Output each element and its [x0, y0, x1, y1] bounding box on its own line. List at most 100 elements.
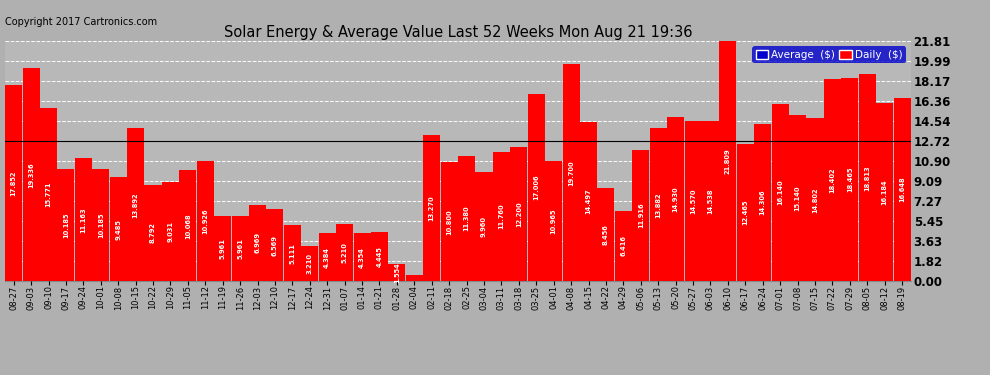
Bar [145, 184, 161, 281]
Bar [528, 94, 545, 281]
Text: 15.771: 15.771 [46, 182, 51, 207]
Text: 5.111: 5.111 [289, 243, 295, 264]
Bar [789, 115, 806, 281]
Text: 10.185: 10.185 [63, 213, 69, 238]
Text: 18.813: 18.813 [864, 165, 870, 190]
Text: 14.570: 14.570 [690, 188, 696, 214]
Text: 9.031: 9.031 [167, 221, 173, 242]
Text: 12.200: 12.200 [516, 201, 522, 227]
Bar [633, 150, 649, 281]
Bar [876, 103, 893, 281]
Text: 8.456: 8.456 [603, 224, 609, 245]
Text: 19.700: 19.700 [568, 160, 574, 186]
Bar [75, 158, 92, 281]
Bar [649, 129, 666, 281]
Bar [353, 233, 370, 281]
Bar [5, 85, 22, 281]
Bar [684, 121, 702, 281]
Text: 19.336: 19.336 [28, 162, 34, 188]
Text: 13.892: 13.892 [133, 192, 139, 217]
Bar [807, 118, 824, 281]
Text: Copyright 2017 Cartronics.com: Copyright 2017 Cartronics.com [5, 17, 157, 27]
Bar [371, 232, 388, 281]
Text: 12.465: 12.465 [742, 200, 748, 225]
Bar [493, 152, 510, 281]
Text: 13.882: 13.882 [655, 192, 661, 217]
Text: 18.465: 18.465 [846, 167, 852, 192]
Text: 18.402: 18.402 [830, 167, 836, 193]
Text: 15.140: 15.140 [795, 185, 801, 211]
Bar [337, 224, 353, 281]
Bar [475, 172, 493, 281]
Bar [545, 160, 562, 281]
Text: 11.760: 11.760 [498, 204, 505, 230]
Bar [615, 211, 632, 281]
Text: 5.961: 5.961 [238, 238, 244, 259]
Bar [284, 225, 301, 281]
Bar [127, 128, 145, 281]
Bar [179, 171, 196, 281]
Text: 16.648: 16.648 [899, 177, 905, 203]
Bar [667, 117, 684, 281]
Text: 11.163: 11.163 [80, 207, 86, 232]
Bar [858, 74, 876, 281]
Bar [720, 41, 737, 281]
Text: 17.852: 17.852 [11, 170, 17, 196]
Bar [92, 169, 109, 281]
Bar [824, 79, 841, 281]
Text: 5.961: 5.961 [220, 238, 226, 259]
Bar [423, 135, 441, 281]
Bar [197, 161, 214, 281]
Bar [597, 188, 615, 281]
Bar [894, 98, 911, 281]
Bar [249, 204, 266, 281]
Text: 10.926: 10.926 [202, 209, 208, 234]
Text: 14.497: 14.497 [585, 189, 592, 214]
Bar [162, 182, 179, 281]
Legend: Average  ($), Daily  ($): Average ($), Daily ($) [752, 46, 906, 63]
Text: 14.802: 14.802 [812, 187, 818, 213]
Bar [441, 162, 457, 281]
Bar [301, 246, 319, 281]
Bar [23, 69, 40, 281]
Bar [57, 169, 74, 281]
Bar [737, 144, 753, 281]
Text: 6.569: 6.569 [272, 235, 278, 255]
Text: 17.006: 17.006 [534, 175, 540, 201]
Bar [40, 108, 57, 281]
Bar [232, 216, 248, 281]
Text: 14.306: 14.306 [759, 190, 765, 215]
Text: 6.416: 6.416 [621, 236, 627, 256]
Bar [580, 122, 597, 281]
Text: 9.485: 9.485 [115, 219, 121, 240]
Text: 11.380: 11.380 [463, 206, 469, 231]
Text: 1.554: 1.554 [394, 262, 400, 283]
Text: 3.210: 3.210 [307, 253, 313, 274]
Text: 10.068: 10.068 [185, 213, 191, 238]
Text: 10.185: 10.185 [98, 213, 104, 238]
Text: 4.384: 4.384 [324, 247, 331, 268]
Text: 4.354: 4.354 [359, 247, 365, 268]
Title: Solar Energy & Average Value Last 52 Weeks Mon Aug 21 19:36: Solar Energy & Average Value Last 52 Wee… [224, 25, 692, 40]
Bar [266, 209, 283, 281]
Text: 10.965: 10.965 [550, 208, 556, 234]
Text: 13.270: 13.270 [429, 195, 435, 221]
Text: 16.184: 16.184 [882, 179, 888, 205]
Text: 11.916: 11.916 [638, 203, 644, 228]
Text: 9.960: 9.960 [481, 216, 487, 237]
Text: 8.792: 8.792 [150, 222, 156, 243]
Bar [771, 104, 789, 281]
Bar [214, 216, 232, 281]
Bar [406, 275, 423, 281]
Bar [319, 233, 336, 281]
Bar [842, 78, 858, 281]
Text: 14.538: 14.538 [708, 189, 714, 214]
Bar [388, 264, 406, 281]
Text: 16.140: 16.140 [777, 180, 783, 205]
Text: 10.800: 10.800 [446, 209, 452, 235]
Bar [510, 147, 528, 281]
Text: 4.445: 4.445 [376, 246, 382, 267]
Bar [754, 124, 771, 281]
Bar [562, 64, 579, 281]
Text: 21.809: 21.809 [725, 148, 731, 174]
